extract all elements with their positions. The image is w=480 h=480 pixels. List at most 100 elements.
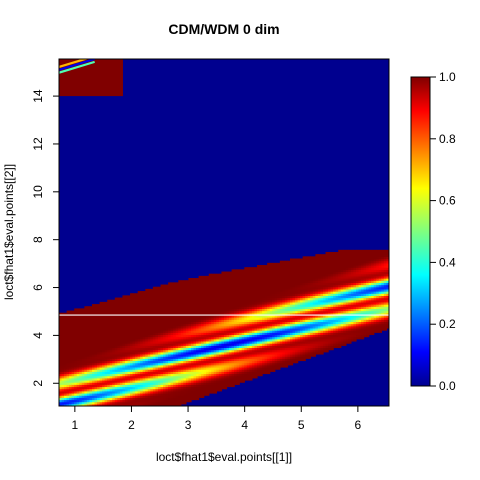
heatmap-cell xyxy=(64,325,68,329)
heatmap-cell xyxy=(262,299,266,303)
heatmap-cell xyxy=(104,314,108,318)
heatmap-cell xyxy=(203,364,207,368)
heatmap-cell xyxy=(282,319,286,323)
heatmap-cell xyxy=(259,284,263,288)
heatmap-cell xyxy=(295,340,299,344)
heatmap-cell xyxy=(112,397,116,401)
heatmap-cell xyxy=(140,392,144,396)
heatmap-cell xyxy=(218,321,223,325)
heatmap-cell xyxy=(71,362,75,366)
heatmap-cell xyxy=(267,347,271,351)
heatmap-cell xyxy=(158,330,162,333)
heatmap-cell xyxy=(135,308,139,312)
heatmap-cell xyxy=(257,369,261,372)
heatmap-cell xyxy=(262,310,266,314)
heatmap-cell xyxy=(86,373,91,377)
heatmap-cell xyxy=(137,327,141,331)
heatmap-cell xyxy=(168,364,172,368)
heatmap-cell xyxy=(119,379,124,383)
heatmap-cell xyxy=(290,336,294,340)
heatmap-cell xyxy=(119,334,124,338)
heatmap-cell xyxy=(297,299,301,303)
heatmap-cell xyxy=(254,325,258,329)
heatmap-cell xyxy=(188,371,192,375)
heatmap-cell xyxy=(158,395,162,398)
heatmap-cell xyxy=(130,351,134,355)
heatmap-cell xyxy=(284,299,289,303)
heatmap-cell xyxy=(150,401,154,405)
heatmap-cell xyxy=(158,340,162,344)
heatmap-cell xyxy=(135,390,139,394)
heatmap-cell xyxy=(163,358,167,362)
heatmap-cell xyxy=(183,299,187,303)
heatmap-cell xyxy=(69,379,73,383)
heatmap-cell xyxy=(196,377,200,381)
heatmap-cell xyxy=(173,356,177,359)
heatmap-cell xyxy=(109,371,113,375)
heatmap-cell xyxy=(165,297,169,301)
heatmap-cell xyxy=(249,288,253,292)
heatmap-cell xyxy=(295,308,299,312)
heatmap-cell xyxy=(130,345,134,349)
heatmap-cell xyxy=(229,353,233,357)
heatmap-cell xyxy=(112,382,116,385)
heatmap-cell xyxy=(155,395,159,398)
heatmap-cell xyxy=(297,349,301,353)
heatmap-cell xyxy=(104,301,108,305)
heatmap-cell xyxy=(145,293,149,296)
heatmap-cell xyxy=(160,347,164,351)
heatmap-cell xyxy=(254,295,258,299)
heatmap-cell xyxy=(236,304,240,307)
heatmap-cell xyxy=(196,362,200,366)
heatmap-cell xyxy=(234,323,238,327)
heatmap-cell xyxy=(84,384,88,388)
heatmap-cell xyxy=(183,366,187,370)
heatmap-cell xyxy=(61,343,65,346)
heatmap-cell xyxy=(224,304,228,307)
heatmap-cell xyxy=(76,371,80,375)
heatmap-cell xyxy=(198,332,202,336)
heatmap-cell xyxy=(241,269,245,273)
heatmap-cell xyxy=(125,349,129,353)
heatmap-cell xyxy=(297,310,301,314)
heatmap-cell xyxy=(221,343,225,346)
heatmap-cell xyxy=(59,399,63,403)
heatmap-cell xyxy=(81,373,85,377)
heatmap-cell xyxy=(241,358,245,362)
heatmap-cell xyxy=(300,317,304,320)
heatmap-cell xyxy=(107,399,111,403)
heatmap-cell xyxy=(244,371,248,375)
heatmap-cell xyxy=(211,338,215,342)
heatmap-cell xyxy=(267,299,271,303)
heatmap-cell xyxy=(246,295,250,299)
heatmap-cell xyxy=(191,325,195,329)
heatmap-cell xyxy=(216,299,220,303)
heatmap-cell xyxy=(300,312,304,316)
heatmap-cell xyxy=(173,312,177,316)
heatmap-cell xyxy=(168,299,172,303)
heatmap-cell xyxy=(64,351,68,355)
heatmap-cell xyxy=(297,260,301,264)
heatmap-cell xyxy=(267,336,271,340)
heatmap-cell xyxy=(84,317,88,320)
heatmap-cell xyxy=(274,317,278,320)
heatmap-cell xyxy=(142,388,146,392)
heatmap-cell xyxy=(122,347,126,351)
heatmap-cell xyxy=(74,343,78,346)
heatmap-cell xyxy=(163,334,167,338)
heatmap-cell xyxy=(132,321,136,325)
heatmap-cell xyxy=(282,343,286,346)
heatmap-cell xyxy=(97,338,101,342)
heatmap-cell xyxy=(257,358,261,362)
heatmap-cell xyxy=(119,317,124,320)
heatmap-cell xyxy=(224,364,228,368)
heatmap-cell xyxy=(168,334,172,338)
heatmap-cell xyxy=(262,353,266,357)
heatmap-cell xyxy=(251,273,256,277)
heatmap-cell xyxy=(269,295,273,299)
heatmap-cell xyxy=(246,332,250,336)
heatmap-cell xyxy=(140,399,144,403)
heatmap-cell xyxy=(267,332,271,336)
heatmap-cell xyxy=(262,358,266,362)
heatmap-cell xyxy=(102,369,106,372)
